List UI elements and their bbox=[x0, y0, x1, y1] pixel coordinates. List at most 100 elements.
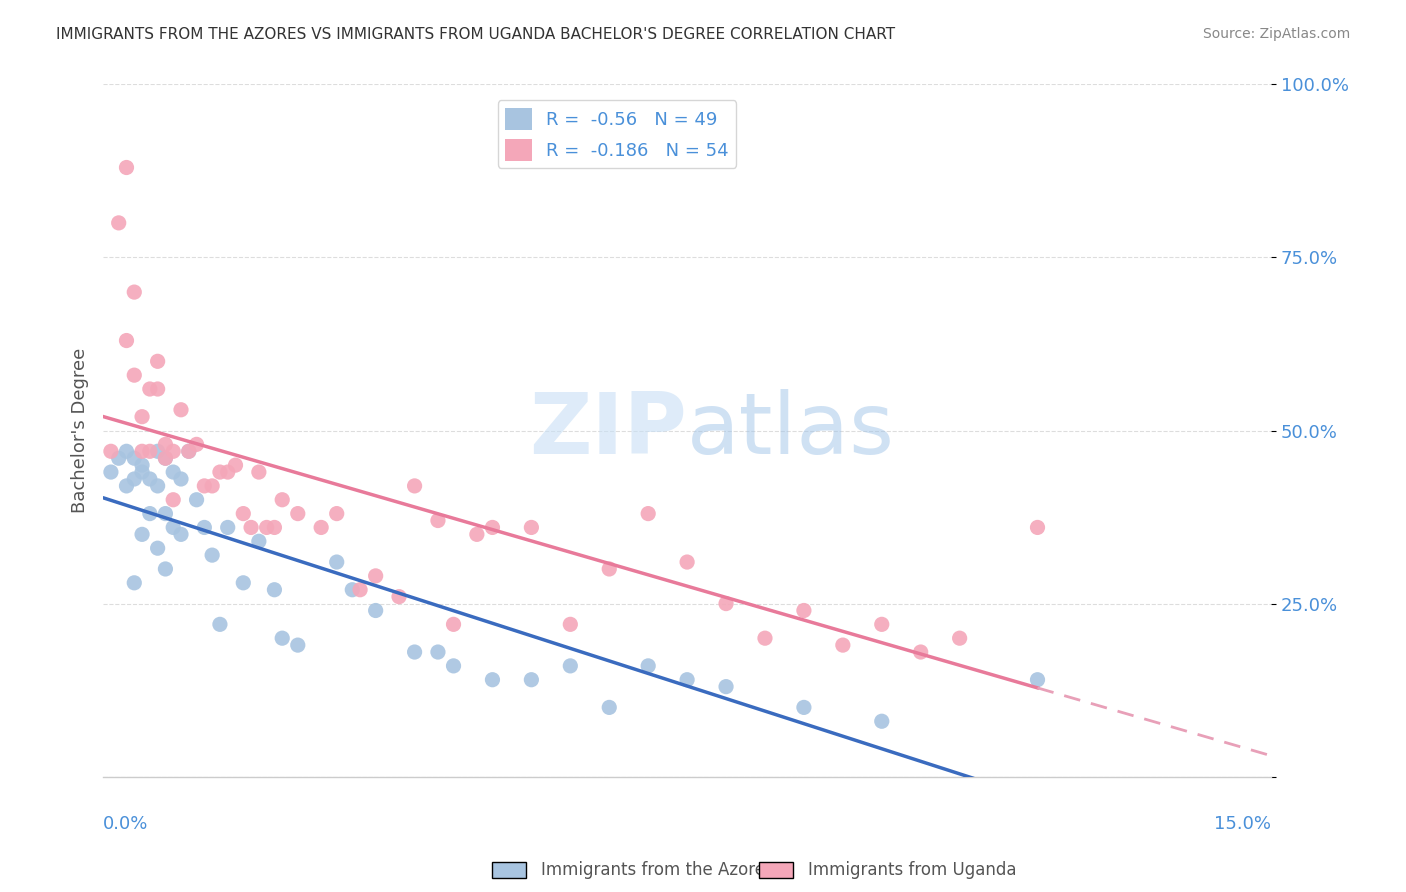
Point bbox=[162, 520, 184, 534]
Point bbox=[349, 582, 371, 597]
Point bbox=[388, 590, 411, 604]
Point bbox=[155, 451, 177, 466]
Point bbox=[131, 444, 153, 458]
Point bbox=[263, 582, 285, 597]
Point bbox=[1026, 520, 1049, 534]
Point bbox=[208, 465, 231, 479]
Point bbox=[1026, 673, 1049, 687]
Point bbox=[170, 527, 193, 541]
Point bbox=[155, 437, 177, 451]
Y-axis label: Bachelor's Degree: Bachelor's Degree bbox=[72, 348, 89, 513]
Text: atlas: atlas bbox=[688, 389, 896, 472]
Point bbox=[170, 402, 193, 417]
Point bbox=[240, 520, 263, 534]
Point bbox=[325, 555, 347, 569]
Point bbox=[287, 638, 309, 652]
Point bbox=[115, 444, 138, 458]
Point bbox=[598, 562, 620, 576]
Point bbox=[520, 673, 543, 687]
Point bbox=[131, 458, 153, 472]
Point bbox=[131, 465, 153, 479]
Point bbox=[949, 631, 972, 645]
Point bbox=[139, 472, 162, 486]
Point bbox=[793, 603, 815, 617]
Point bbox=[232, 575, 254, 590]
Point bbox=[107, 451, 129, 466]
Point bbox=[404, 479, 426, 493]
Point bbox=[287, 507, 309, 521]
Point bbox=[115, 479, 138, 493]
Point bbox=[404, 645, 426, 659]
Point bbox=[155, 451, 177, 466]
Point bbox=[426, 645, 449, 659]
Point bbox=[193, 479, 215, 493]
Point bbox=[217, 465, 239, 479]
Point bbox=[520, 520, 543, 534]
Text: Immigrants from the Azores: Immigrants from the Azores bbox=[541, 861, 775, 879]
Point bbox=[124, 472, 146, 486]
Point bbox=[155, 507, 177, 521]
Point bbox=[598, 700, 620, 714]
Point bbox=[131, 409, 153, 424]
Point bbox=[676, 555, 699, 569]
Point bbox=[364, 603, 387, 617]
Text: 15.0%: 15.0% bbox=[1215, 814, 1271, 833]
Text: ZIP: ZIP bbox=[530, 389, 688, 472]
Point bbox=[170, 472, 193, 486]
Point bbox=[465, 527, 488, 541]
Point bbox=[481, 673, 503, 687]
Point bbox=[131, 527, 153, 541]
Point bbox=[870, 617, 893, 632]
Point bbox=[247, 534, 270, 549]
Point bbox=[224, 458, 246, 472]
Point bbox=[124, 285, 146, 299]
Point bbox=[426, 514, 449, 528]
Point bbox=[124, 451, 146, 466]
Point bbox=[560, 617, 582, 632]
Point bbox=[100, 465, 122, 479]
Point bbox=[146, 444, 169, 458]
Point bbox=[831, 638, 853, 652]
Point bbox=[186, 492, 208, 507]
Point bbox=[443, 658, 465, 673]
Point bbox=[115, 334, 138, 348]
Point bbox=[637, 507, 659, 521]
Point bbox=[162, 444, 184, 458]
Text: IMMIGRANTS FROM THE AZORES VS IMMIGRANTS FROM UGANDA BACHELOR'S DEGREE CORRELATI: IMMIGRANTS FROM THE AZORES VS IMMIGRANTS… bbox=[56, 27, 896, 42]
Text: Immigrants from Uganda: Immigrants from Uganda bbox=[808, 861, 1017, 879]
Point bbox=[247, 465, 270, 479]
Point bbox=[193, 520, 215, 534]
Point bbox=[217, 520, 239, 534]
Point bbox=[146, 479, 169, 493]
Point bbox=[139, 444, 162, 458]
Point bbox=[870, 714, 893, 729]
Point bbox=[271, 631, 294, 645]
Point bbox=[714, 597, 737, 611]
Point bbox=[124, 575, 146, 590]
Point bbox=[139, 382, 162, 396]
Point bbox=[139, 507, 162, 521]
Point bbox=[676, 673, 699, 687]
Point bbox=[910, 645, 932, 659]
Point bbox=[342, 582, 364, 597]
Point bbox=[208, 617, 231, 632]
Point bbox=[124, 368, 146, 383]
Legend: R =  -0.56   N = 49, R =  -0.186   N = 54: R = -0.56 N = 49, R = -0.186 N = 54 bbox=[498, 101, 737, 168]
Point bbox=[309, 520, 332, 534]
Point bbox=[146, 382, 169, 396]
Point bbox=[256, 520, 278, 534]
Text: 0.0%: 0.0% bbox=[103, 814, 149, 833]
Point bbox=[186, 437, 208, 451]
Point bbox=[364, 569, 387, 583]
Point bbox=[107, 216, 129, 230]
Point bbox=[100, 444, 122, 458]
Point bbox=[754, 631, 776, 645]
Point bbox=[560, 658, 582, 673]
Point bbox=[714, 680, 737, 694]
Point bbox=[162, 492, 184, 507]
Point bbox=[443, 617, 465, 632]
Point bbox=[232, 507, 254, 521]
Point bbox=[177, 444, 200, 458]
Point bbox=[271, 492, 294, 507]
Point bbox=[146, 354, 169, 368]
